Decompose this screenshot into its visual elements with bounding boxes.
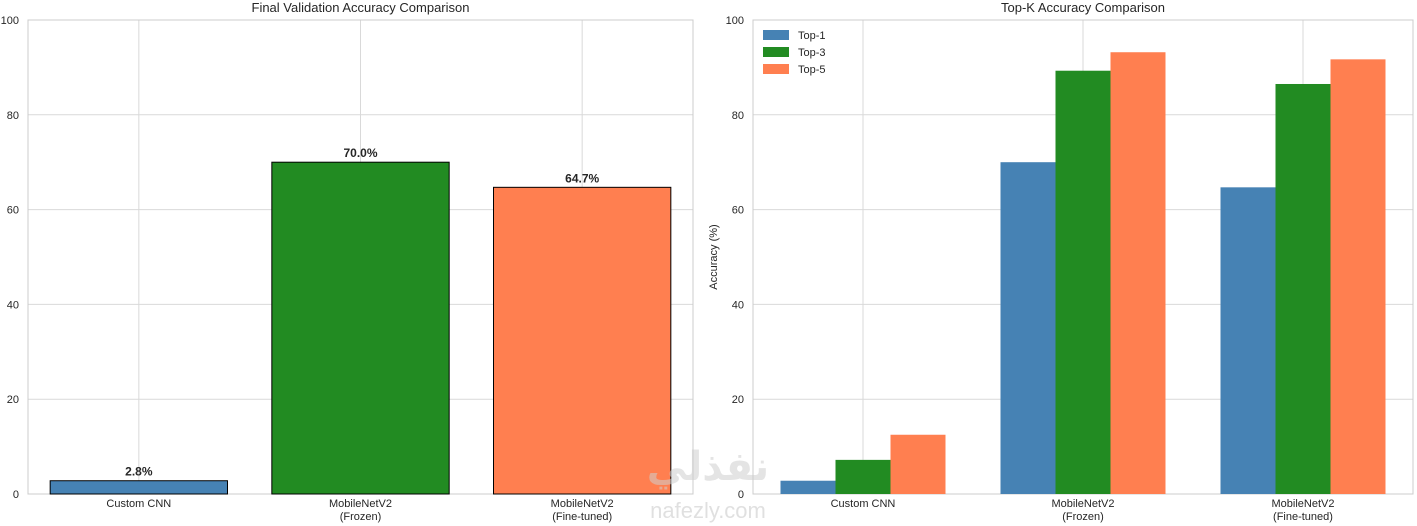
y-tick-label: 40 xyxy=(7,299,19,311)
x-tick-label: Custom CNN xyxy=(831,498,896,510)
bar xyxy=(49,480,228,495)
bar xyxy=(271,161,450,495)
x-tick-label: Custom CNN xyxy=(106,498,171,510)
x-tick-label: (Frozen) xyxy=(340,511,382,523)
chart-panel-2: 0 20 40 60 80 100 Top-K Accuracy Comparison Cus… xyxy=(708,0,1414,523)
legend-swatch-top-1 xyxy=(763,30,789,40)
y-tick-label: 60 xyxy=(7,205,19,217)
y-tick-label: 60 xyxy=(732,205,744,217)
legend-swatch-top-5 xyxy=(763,64,789,74)
chart-title: Top-K Accuracy Comparison xyxy=(1001,0,1165,15)
bar-value-label: 70.0% xyxy=(343,146,377,160)
y-tick-label: 20 xyxy=(7,394,19,406)
bar-top-1 xyxy=(1220,187,1276,494)
bar-value-label: 64.7% xyxy=(565,171,599,185)
legend-label: Top-3 xyxy=(798,47,826,59)
x-tick-label: (Frozen) xyxy=(1062,511,1104,523)
chart-panel-1: 0 20 40 60 80 100 Final Validation Accuracy Co… xyxy=(1,0,694,523)
watermark-logo: نفذلي nafezly.com xyxy=(647,445,769,523)
chart-title: Final Validation Accuracy Comparison xyxy=(252,0,470,15)
y-tick-label: 100 xyxy=(1,15,19,27)
bar-top-1 xyxy=(1000,162,1056,494)
y-tick-label: 20 xyxy=(732,394,744,406)
watermark-latin-text: nafezly.com xyxy=(650,498,766,523)
y-tick-label: 40 xyxy=(732,299,744,311)
bar-top-5 xyxy=(1110,52,1166,495)
x-tick-label: MobileNetV2 xyxy=(551,498,614,510)
bar-top-3 xyxy=(1275,83,1331,495)
legend: Top-1 Top-3 Top-5 xyxy=(763,30,826,76)
x-tick-label: MobileNetV2 xyxy=(1272,498,1335,510)
bar-value-label: 2.8% xyxy=(125,465,153,479)
legend-label: Top-5 xyxy=(798,64,826,76)
x-tick-label: MobileNetV2 xyxy=(1052,498,1115,510)
bar-top-5 xyxy=(890,434,946,494)
bar-top-5 xyxy=(1330,59,1386,494)
y-tick-label: 100 xyxy=(726,15,744,27)
bar-top-3 xyxy=(835,459,891,494)
legend-swatch-top-3 xyxy=(763,47,789,57)
y-tick-label: 80 xyxy=(732,110,744,122)
y-tick-label: 0 xyxy=(738,489,744,501)
watermark-arabic-text: نفذلي xyxy=(647,445,769,490)
y-tick-label: 80 xyxy=(7,110,19,122)
x-tick-label: (Fine-tuned) xyxy=(1273,511,1333,523)
bar-top-1 xyxy=(780,480,836,494)
legend-label: Top-1 xyxy=(798,30,826,42)
x-tick-label: (Fine-tuned) xyxy=(552,511,612,523)
y-axis-label: Accuracy (%) xyxy=(708,224,720,289)
bar xyxy=(493,186,672,495)
x-tick-label: MobileNetV2 xyxy=(329,498,392,510)
bar-top-3 xyxy=(1055,70,1111,494)
y-tick-label: 0 xyxy=(13,489,19,501)
